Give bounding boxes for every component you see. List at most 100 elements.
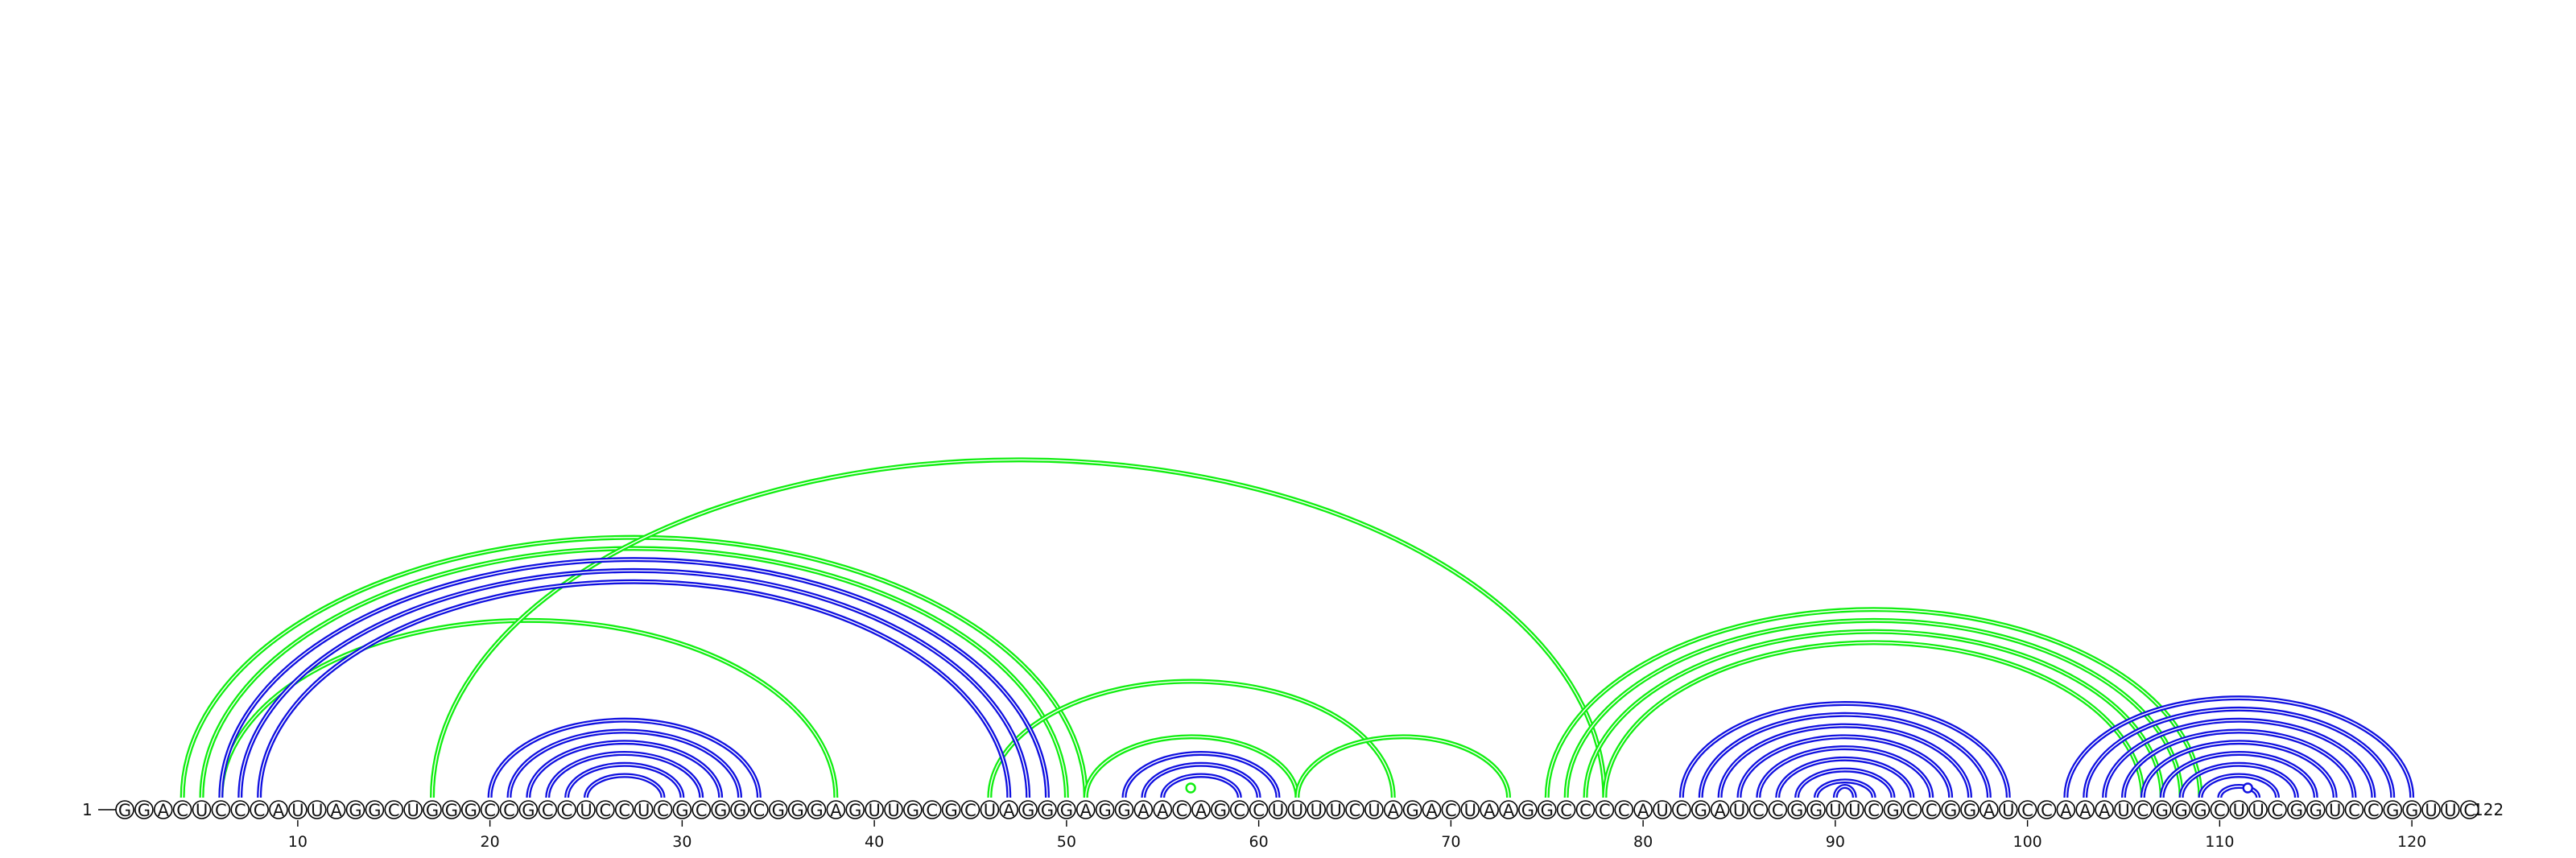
nucleotide-circle (1614, 800, 1634, 819)
nucleotide-letter: U (638, 801, 650, 820)
nucleotide: C (1249, 800, 1269, 820)
nucleotide-circle (1172, 800, 1191, 819)
nucleotide-circle (1075, 800, 1096, 819)
blue-arc (1678, 701, 2011, 798)
nucleotide-letter: U (2329, 801, 2341, 820)
nucleotide: G (768, 800, 788, 820)
nucleotide-letter: A (2079, 801, 2091, 820)
nucleotide: U (307, 800, 327, 820)
nucleotide-circle (1191, 800, 1211, 819)
nucleotide-circle (153, 800, 173, 819)
nucleotide-circle (596, 800, 615, 819)
nucleotide-circle (711, 800, 730, 819)
nucleotide-letter: U (1311, 801, 1323, 820)
nucleotide-circle (1575, 800, 1596, 819)
nucleotide-letter: G (1810, 801, 1823, 820)
nucleotide-circle (211, 800, 231, 819)
nucleotide-circle (230, 800, 250, 819)
nucleotide-circle (2017, 800, 2037, 819)
green-arc-inner (1085, 736, 1298, 798)
nucleotide-circle (557, 800, 576, 819)
nucleotide-letter: C (2021, 801, 2033, 820)
nucleotide-letter: A (1503, 801, 1515, 820)
nucleotide-circle (999, 800, 1019, 819)
nucleotide-letter: G (2310, 801, 2322, 820)
nucleotide: A (999, 800, 1019, 820)
blue-arc-inner (547, 753, 702, 798)
nucleotide: G (1960, 800, 1979, 820)
nucleotide: C (1345, 800, 1364, 820)
nucleotide-letter: C (2137, 801, 2149, 820)
nucleotide-circle (172, 800, 192, 819)
blue-arc (1832, 784, 1857, 798)
green-arc-inner (200, 547, 1067, 798)
nucleotide-circle (653, 800, 673, 819)
nucleotide-circle (1345, 800, 1364, 819)
nucleotide-letter: C (503, 801, 515, 820)
nucleotide-letter: C (1676, 801, 1688, 820)
nucleotide-letter: C (1560, 801, 1572, 820)
nucleotide-circle (1038, 800, 1057, 819)
nucleotide-letter: A (1714, 801, 1726, 820)
blue-arc-inner (1757, 747, 1932, 798)
nucleotide-circle (1422, 800, 1442, 819)
axis-tick-label: 90 (1826, 833, 1845, 851)
nucleotide-letter: G (1541, 801, 1554, 820)
nucleotide-circle (2325, 800, 2345, 819)
nucleotide-circle (614, 800, 634, 819)
nucleotide: G (903, 800, 923, 820)
nucleotide-letter: A (1984, 801, 1996, 820)
nucleotide-letter: A (1637, 801, 1649, 820)
nucleotide: G (672, 800, 692, 820)
position-axis: 10 20 30 40 50 60 70 80 90 100 110 120 (98, 809, 2479, 851)
axis-tick-label: 80 (1633, 833, 1653, 851)
nucleotide-letter: U (1733, 801, 1745, 820)
nucleotide-circle (1844, 800, 1864, 819)
nucleotide: A (153, 800, 173, 820)
blue-arc-inner (2199, 774, 2278, 798)
nucleotide-circle (1595, 800, 1615, 819)
nucleotide-circle (2248, 800, 2268, 819)
nucleotide-circle (1364, 800, 1384, 819)
nucleotide-letter: C (1233, 801, 1245, 820)
nucleotide-circle (2459, 800, 2479, 819)
nucleotide: C (691, 800, 712, 820)
nucleotide-circle (1748, 800, 1769, 819)
nucleotide-letter: C (964, 801, 976, 820)
nucleotide-letter: A (1080, 801, 1092, 820)
nucleotide: U (865, 800, 884, 820)
nucleotide-letter: G (464, 801, 477, 820)
nucleotide-circle (1979, 800, 1999, 819)
nucleotide-letter: C (2214, 801, 2226, 820)
nucleotide: A (1979, 800, 1999, 820)
nucleotide: G (1038, 800, 1057, 820)
nucleotide-circle (403, 800, 423, 819)
blue-loop-marker (2242, 782, 2253, 794)
nucleotide-circle (691, 800, 712, 819)
nucleotide-circle (1826, 800, 1845, 819)
nucleotide: C (1922, 800, 1942, 820)
axis-tick-label: 120 (2397, 833, 2426, 851)
nucleotide-letter: C (1579, 801, 1591, 820)
nucleotide: C (1172, 800, 1191, 820)
blue-arc-inner (566, 764, 683, 798)
nucleotide: A (2056, 800, 2076, 820)
nucleotide-circle (1672, 800, 1691, 819)
nucleotide-letter: C (2272, 801, 2284, 820)
nucleotide-circle (1287, 800, 1307, 819)
blue-arc-inner (1835, 786, 1856, 798)
nucleotide: A (1153, 800, 1173, 820)
nucleotide-letter: A (1195, 801, 1208, 820)
nucleotide-circle (1057, 800, 1076, 819)
nucleotide: C (2459, 800, 2479, 820)
nucleotide-circle (307, 800, 327, 819)
nucleotide-circle (845, 800, 865, 819)
nucleotide: A (2075, 800, 2095, 820)
nucleotide: G (1518, 800, 1538, 820)
nucleotide-letter: G (445, 801, 458, 820)
nucleotide-letter: G (522, 801, 535, 820)
nucleotide: G (1806, 800, 1826, 820)
nucleotide-letter: G (426, 801, 439, 820)
nucleotide-circle (1633, 800, 1653, 819)
nucleotide: A (1075, 800, 1096, 820)
